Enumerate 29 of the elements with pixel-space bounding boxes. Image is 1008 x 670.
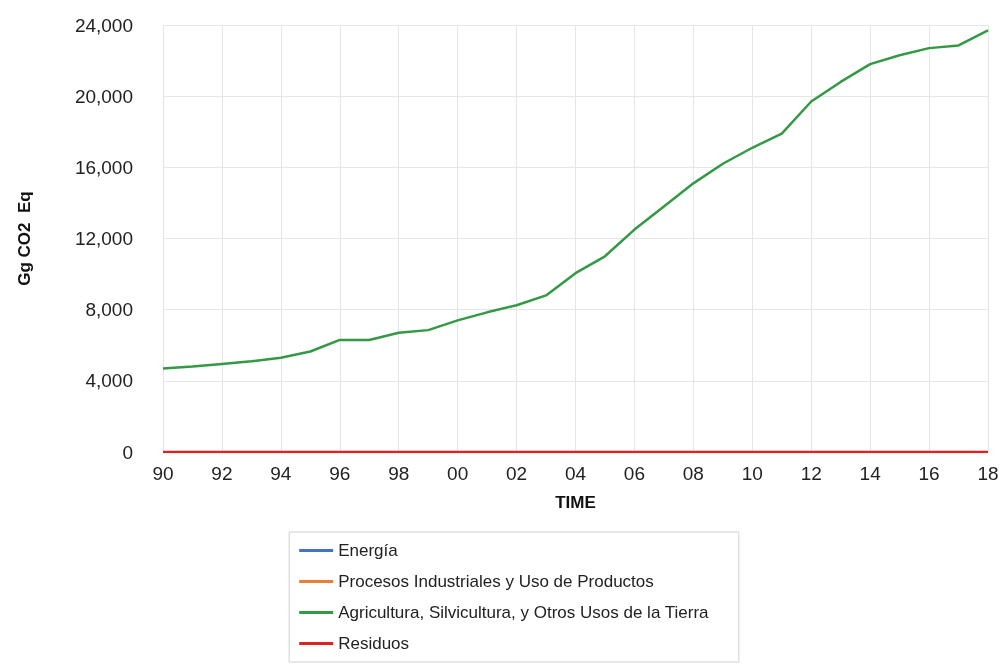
x-tick-label: 12 <box>800 463 822 484</box>
x-tick-label: 94 <box>270 463 292 484</box>
x-tick-label: 98 <box>388 463 410 484</box>
x-tick-label: 02 <box>506 463 528 484</box>
y-tick-label: 4,000 <box>85 370 133 392</box>
x-tick-label: 16 <box>918 463 940 484</box>
legend-label: Agricultura, Silvicultura, y Otros Usos de la Tierra <box>338 603 710 622</box>
x-tick-label: 08 <box>682 463 704 484</box>
y-axis-title: Gg CO2 Eq <box>15 191 34 286</box>
legend-label: Energía <box>338 541 399 560</box>
x-tick-label: 10 <box>741 463 763 484</box>
legend-label: Residuos <box>338 634 410 653</box>
x-tick-label: 96 <box>329 463 351 484</box>
y-tick-label: 12,000 <box>74 228 133 249</box>
y-tick-label: 24,000 <box>74 14 133 36</box>
x-tick-label: 04 <box>564 463 587 484</box>
y-tick-label: 0 <box>122 441 133 463</box>
x-tick-label: 90 <box>152 463 174 484</box>
y-tick-label: 8,000 <box>85 299 133 321</box>
x-tick-label: 06 <box>623 463 645 484</box>
y-tick-label: 20,000 <box>74 85 133 107</box>
y-tick-label: 16,000 <box>74 156 133 178</box>
x-tick-label: 14 <box>859 463 882 484</box>
x-tick-label: 18 <box>977 463 999 484</box>
x-tick-label: 00 <box>447 463 469 484</box>
x-tick-label: 92 <box>211 463 233 484</box>
x-axis-title: TIME <box>555 493 596 512</box>
legend-label: Procesos Industriales y Uso de Productos <box>338 572 654 591</box>
line-series <box>161 29 990 370</box>
